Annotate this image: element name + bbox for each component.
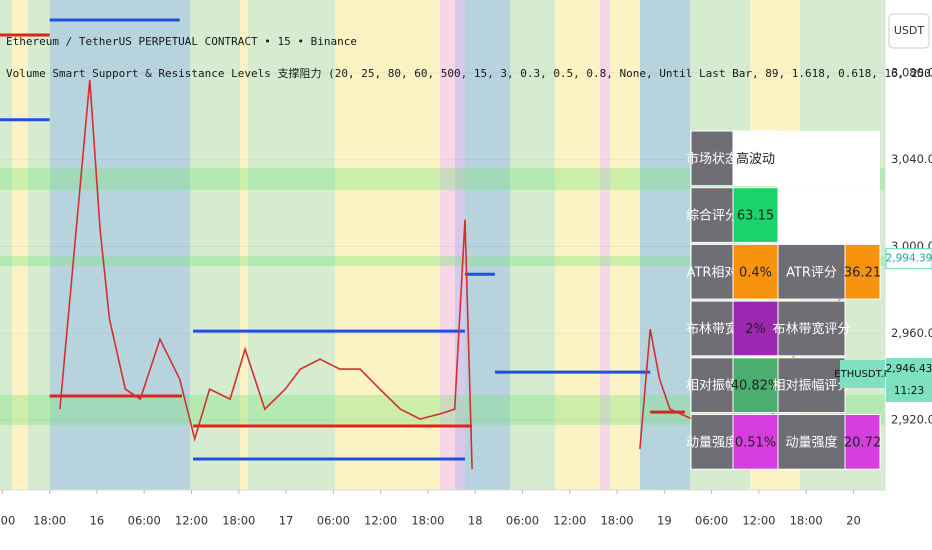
table-text: 相对振幅评分 — [772, 379, 850, 394]
table-text: 36.21 — [844, 265, 881, 280]
regime-band — [240, 0, 248, 490]
x-tick-label: 06:00 — [317, 514, 350, 528]
table-cell — [690, 130, 734, 187]
x-tick-label: 06:00 — [128, 514, 161, 528]
table-cell — [777, 300, 846, 357]
table-text: 40.82% — [731, 379, 781, 394]
last-price-label: 2,994.39 — [886, 253, 932, 265]
x-tick-label: 12:00 — [364, 514, 397, 528]
x-tick-label: 18:00 — [790, 514, 823, 528]
currency-button[interactable] — [888, 13, 930, 49]
table-text: 相对振幅 — [686, 379, 738, 394]
x-tick-label: 12:00 — [175, 514, 208, 528]
regime-band — [0, 0, 12, 490]
table-text: 高波动 — [736, 151, 775, 167]
countdown-label: 11:23 — [894, 385, 924, 397]
table-cell — [732, 300, 779, 357]
table-text: 布林带宽评分 — [772, 321, 850, 337]
x-tick-label: 18:00 — [411, 514, 444, 528]
x-tick-label: 12:00 — [553, 514, 586, 528]
table-cell — [690, 187, 734, 243]
zone-band — [0, 168, 885, 190]
table-cell — [844, 243, 881, 300]
regime-band — [610, 0, 640, 490]
table-cell — [690, 414, 734, 470]
background-bands — [0, 0, 885, 490]
x-tick-label: 06:00 — [506, 514, 539, 528]
regime-band — [465, 0, 510, 490]
regime-band — [510, 0, 555, 490]
x-tick-label: 16 — [90, 514, 105, 528]
regime-band — [248, 0, 335, 490]
zone-band — [0, 256, 885, 266]
table-cell — [778, 187, 880, 245]
table-cell — [777, 243, 846, 300]
table-cell — [777, 357, 846, 413]
table-text: 0.4% — [739, 265, 772, 280]
table-cell — [732, 130, 779, 187]
table-cell — [690, 243, 734, 300]
table-cell — [778, 131, 880, 188]
x-tick-label: 06:00 — [695, 514, 728, 528]
y-tick-label: 2,920.00 — [891, 413, 932, 427]
x-tick-label: 18:00 — [222, 514, 255, 528]
table-text: 动量强度 — [785, 434, 837, 450]
regime-band — [12, 0, 28, 490]
table-text: ATR相对 — [687, 265, 738, 280]
table-cell — [777, 414, 846, 470]
regime-band — [50, 0, 190, 490]
x-tick-label: 20 — [846, 514, 861, 528]
table-text: 布林带宽 — [686, 321, 738, 337]
y-tick-label: 2,960.00 — [891, 326, 932, 340]
axes: 2,920.002,960.003,000.003,040.003,080.00… — [0, 65, 932, 528]
regime-band — [600, 0, 610, 490]
x-tick-label: 18:00 — [33, 514, 66, 528]
regime-band — [440, 0, 455, 490]
table-text: 63.15 — [737, 209, 774, 224]
y-tick-label: 3,080.00 — [891, 65, 932, 79]
regime-band — [190, 0, 240, 490]
x-tick-label: 2:00 — [0, 514, 15, 528]
indicator-title: Volume Smart Support & Resistance Levels… — [6, 66, 932, 80]
y-tick-label: 3,040.00 — [891, 152, 932, 166]
x-tick-label: 18:00 — [600, 514, 633, 528]
currency-label[interactable]: USDT — [894, 24, 925, 37]
table-cell — [844, 414, 881, 470]
table-text: 综合评分 — [686, 209, 738, 224]
x-tick-label: 17 — [279, 514, 294, 528]
table-text: 2% — [745, 322, 766, 337]
table-text: 0.51% — [735, 435, 776, 450]
last-price-badge — [885, 248, 932, 270]
table-cell — [732, 357, 779, 413]
x-tick-label: 19 — [657, 514, 672, 528]
regime-band — [640, 0, 690, 490]
symbol-tag-bg — [840, 360, 885, 388]
table-cell — [732, 187, 779, 243]
table-cell — [732, 414, 779, 470]
table-text: 市场状态 — [686, 151, 738, 167]
regime-band — [455, 0, 465, 490]
symbol-title: Ethereum / TetherUS PERPETUAL CONTRACT •… — [6, 35, 357, 48]
x-tick-label: 12:00 — [742, 514, 775, 528]
regime-band — [555, 0, 600, 490]
table-text: 动量强度 — [686, 434, 738, 450]
x-tick-label: 18 — [468, 514, 483, 528]
regime-band — [28, 0, 50, 490]
table-cell — [690, 300, 734, 357]
symbol-tag: ETHUSDT.P — [834, 369, 889, 380]
table-text: 20.72 — [844, 435, 881, 450]
level-badge — [886, 358, 932, 402]
level-price-label: 2,946.43 — [886, 363, 932, 375]
regime-band — [335, 0, 440, 490]
table-text: ATR评分 — [786, 265, 837, 280]
price-axis-bg — [885, 0, 932, 550]
table-cell — [732, 243, 779, 300]
